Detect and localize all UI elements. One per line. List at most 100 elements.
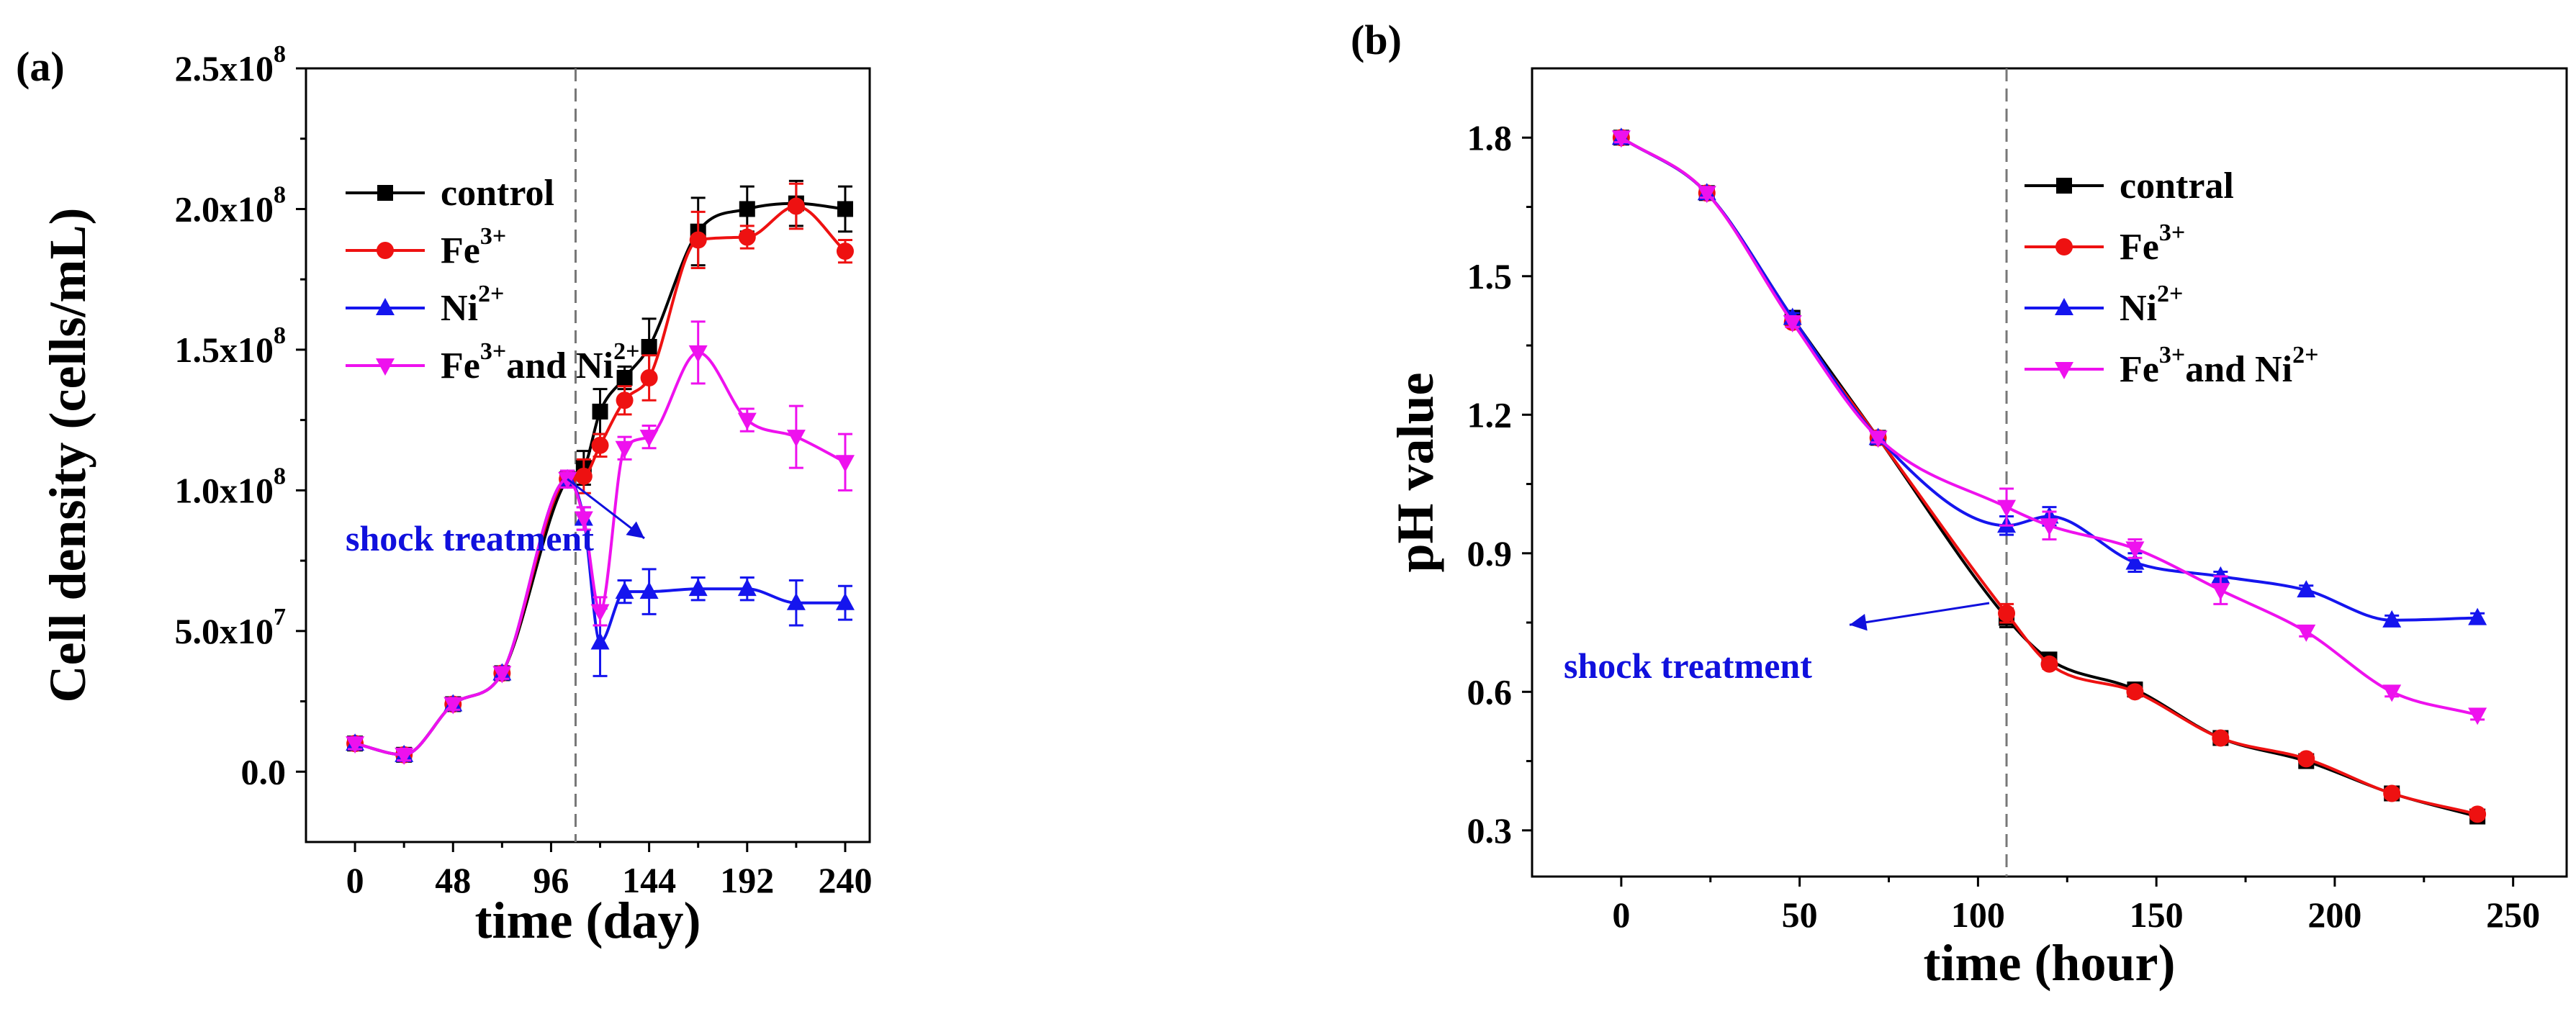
legend-text: control [441,173,554,214]
data-point [835,455,855,473]
legend-text: Ni [2120,288,2157,329]
data-point [2297,624,2316,642]
y-tick-label: 1.5x108 [175,322,287,370]
data-point [574,511,593,529]
x-tick-label: 250 [2486,895,2540,935]
data-point [738,228,756,246]
legend-label: control [441,173,554,214]
data-point [640,369,658,386]
data-point [786,592,806,610]
data-point [2040,518,2059,536]
y-tick-exponent: 8 [274,181,286,208]
data-point [346,736,365,754]
x-tick-label: 0 [346,860,364,900]
legend-text: Fe [2120,349,2159,390]
data-point [2468,607,2487,625]
data-point [492,666,512,684]
series-line [1620,136,2478,816]
data-point [1611,130,1631,148]
data-point [689,231,707,249]
legend-superscript: 3+ [2159,219,2185,246]
data-point [616,391,634,409]
legend-superscript: 3+ [2159,342,2185,368]
data-point [615,440,634,458]
data-point [2211,566,2230,584]
data-point [2297,580,2316,598]
y-tick-label: 0.9 [1467,533,1513,574]
data-point [2126,683,2144,701]
y-tick-mantissa: 0.0 [241,751,287,792]
y-tick-exponent: 8 [274,41,286,68]
legend-marker [2055,362,2073,379]
legend-entry: Fe3+and Ni2+ [2025,342,2318,390]
data-point [2040,655,2058,673]
series-ni2- [1611,127,2487,628]
y-tick-exponent: 7 [274,604,286,630]
legend-entry: Fe3+and Ni2+ [346,338,639,386]
data-point [1783,314,1802,332]
data-point [616,370,633,386]
y-tick-mantissa: 1.5x10 [175,330,274,370]
data-point [737,412,757,430]
y-tick-exponent: 8 [274,463,286,489]
y-tick-label: 1.5 [1467,256,1513,296]
x-tick-label: 240 [818,860,872,900]
data-point [2211,583,2230,601]
plot-frame [1531,67,2568,878]
x-axis-title: time (hour) [1924,934,2176,992]
legend-superscript-tail: 2+ [613,338,639,365]
legend-text: Fe [441,345,480,386]
x-tick-label: 0 [1612,895,1630,935]
shock-treatment-annotation: shock treatment [1564,602,1990,686]
series-fe3-and-ni2- [346,320,855,765]
legend-text: Ni [441,288,478,329]
legend-entry: Fe3+ [346,223,506,271]
annotation-arrow-line [1849,602,1990,626]
y-tick-mantissa: 1.2 [1467,394,1513,435]
series-line [1620,136,2478,717]
y-tick-mantissa: 1.5 [1467,256,1513,296]
data-point [592,403,608,420]
data-point [787,197,805,215]
data-point [443,697,463,715]
y-tick-mantissa: 0.3 [1467,810,1513,851]
y-tick-mantissa: 2.0x10 [175,189,274,229]
legend-marker [376,358,395,376]
data-point [786,430,806,448]
series-contral [1613,130,2486,825]
y-tick-label: 2.5x108 [175,41,287,89]
legend-label: Fe3+ [441,223,506,271]
x-tick-label: 150 [2130,895,2184,935]
panel-label: (a) [16,43,65,90]
annotation-arrow-head [1850,614,1868,631]
legend-entry: control [346,173,554,214]
legend-text-tail: and Ni [2185,349,2292,390]
series-fe3- [1612,129,2487,823]
data-point [688,579,708,597]
y-tick-label: 1.8 [1467,117,1513,158]
x-tick-label: 50 [1782,895,1818,935]
legend-superscript: 2+ [478,281,504,307]
legend-marker [377,242,394,259]
data-point [575,467,593,485]
series-fe3-and-ni2- [1611,130,2487,725]
y-tick-label: 1.0x108 [175,463,287,510]
data-point [590,632,610,650]
legend-marker [376,298,395,315]
legend-marker [2055,238,2073,255]
y-tick-exponent: 8 [274,322,286,349]
y-axis-title: pH value [1387,372,1444,572]
data-point [395,747,414,765]
y-tick-mantissa: 1.8 [1467,117,1513,158]
y-tick-mantissa: 5.0x10 [175,611,274,651]
data-point [2383,784,2401,802]
series-line [1620,136,2478,818]
x-tick-label: 144 [622,860,676,900]
legend-text-tail: and Ni [506,345,613,386]
x-axis-title: time (day) [475,892,701,949]
data-point [836,243,854,261]
y-axis-title: Cell density (cells/mL) [39,208,96,703]
legend-entry: Ni2+ [346,281,504,329]
